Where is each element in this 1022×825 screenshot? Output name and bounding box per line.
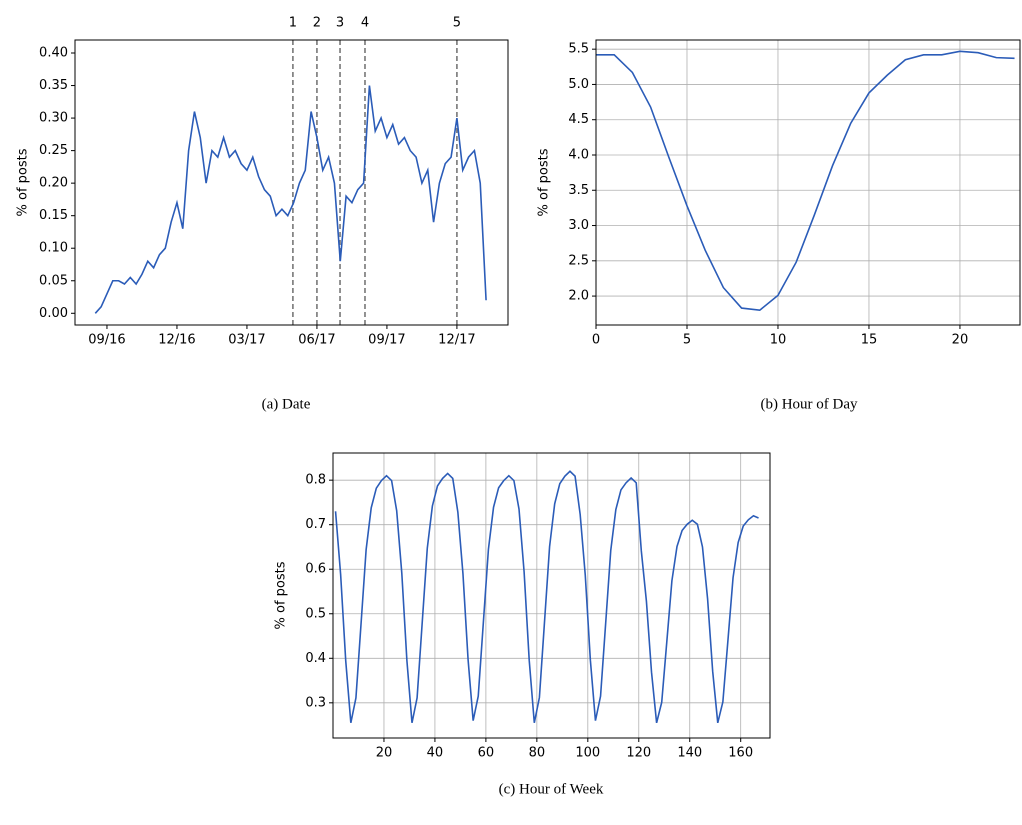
caption: (a) Date [262, 396, 311, 412]
x-tick-label: 80 [529, 746, 546, 761]
x-tick-label: 09/16 [88, 333, 125, 348]
x-tick-label: 20 [376, 746, 393, 761]
y-tick-label: 0.20 [39, 176, 68, 191]
data-line [334, 470, 759, 724]
event-label: 5 [453, 16, 461, 31]
caption: (b) Hour of Day [760, 396, 858, 412]
y-tick-label: 3.0 [568, 218, 589, 233]
y-tick-label: 0.05 [39, 273, 68, 288]
x-tick-label: 40 [427, 746, 444, 761]
y-tick-label: 0.30 [39, 111, 68, 126]
y-axis-label: % of posts [16, 148, 31, 216]
event-label: 2 [313, 16, 321, 31]
event-label: 1 [289, 16, 297, 31]
y-axis-label: % of posts [274, 561, 289, 629]
y-tick-label: 4.0 [568, 147, 589, 162]
x-tick-label: 12/16 [158, 333, 195, 348]
x-tick-label: 120 [626, 746, 651, 761]
y-tick-label: 5.5 [568, 42, 589, 57]
y-tick-label: 5.0 [568, 77, 589, 92]
y-tick-label: 0.40 [39, 46, 68, 61]
x-tick-label: 10 [770, 333, 787, 348]
data-line [94, 85, 487, 314]
y-tick-label: 0.10 [39, 241, 68, 256]
y-tick-label: 0.3 [305, 695, 326, 710]
x-tick-label: 03/17 [228, 333, 265, 348]
plot-frame [332, 452, 771, 739]
x-tick-label: 15 [861, 333, 878, 348]
event-label: 3 [336, 16, 344, 31]
x-tick-label: 0 [592, 333, 600, 348]
caption: (c) Hour of Week [499, 781, 604, 797]
x-tick-label: 5 [683, 333, 691, 348]
x-tick-label: 06/17 [298, 333, 335, 348]
y-tick-label: 0.25 [39, 143, 68, 158]
y-tick-label: 0.35 [39, 78, 68, 93]
y-tick-label: 0.4 [305, 651, 326, 666]
y-tick-label: 2.5 [568, 253, 589, 268]
y-tick-label: 0.00 [39, 306, 68, 321]
y-tick-label: 0.15 [39, 208, 68, 223]
y-tick-label: 0.5 [305, 606, 326, 621]
plot-frame [595, 39, 1021, 326]
plot-frame [74, 39, 509, 326]
y-tick-label: 2.0 [568, 289, 589, 304]
x-tick-label: 100 [575, 746, 600, 761]
y-tick-label: 0.6 [305, 562, 326, 577]
event-label: 4 [361, 16, 369, 31]
x-tick-label: 60 [478, 746, 495, 761]
x-tick-label: 12/17 [438, 333, 475, 348]
x-tick-label: 20 [952, 333, 969, 348]
y-tick-label: 0.7 [305, 517, 326, 532]
x-tick-label: 160 [728, 746, 753, 761]
x-tick-label: 09/17 [368, 333, 405, 348]
x-tick-label: 140 [677, 746, 702, 761]
y-tick-label: 0.8 [305, 473, 326, 488]
y-tick-label: 4.5 [568, 112, 589, 127]
y-axis-label: % of posts [537, 148, 552, 216]
y-tick-label: 3.5 [568, 183, 589, 198]
data-line [596, 50, 1015, 312]
